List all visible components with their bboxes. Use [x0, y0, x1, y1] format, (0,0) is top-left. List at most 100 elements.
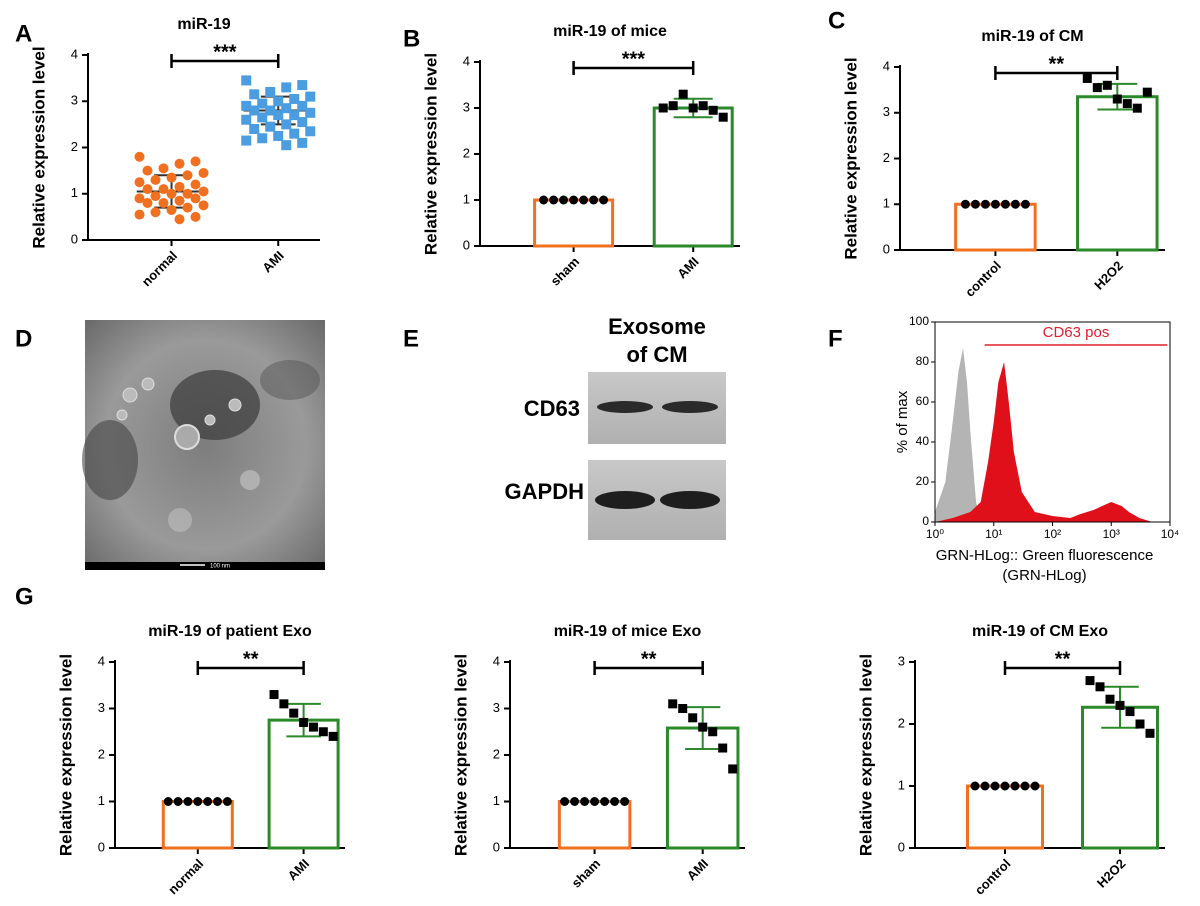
data-point [241, 114, 252, 125]
data-point [698, 101, 708, 111]
y-tick-label: 3 [98, 700, 105, 715]
x-tick-label: control [962, 258, 1004, 300]
data-point [960, 199, 970, 209]
data-point [297, 137, 308, 148]
data-point [1132, 103, 1142, 113]
data-point [1145, 728, 1155, 738]
data-point [328, 731, 338, 741]
data-point [190, 156, 201, 167]
x-tick-label: 10⁰ [926, 527, 944, 541]
chart-title: miR-19 of CM [981, 28, 1083, 45]
y-tick-label: 1 [493, 793, 500, 808]
data-point [1085, 676, 1095, 686]
x-tick-label: AMI [674, 254, 701, 281]
y-tick-label: 40 [916, 434, 930, 448]
western-blot: Exosome of CM CD63 GAPDH [505, 314, 726, 540]
panel-letter: B [403, 25, 420, 52]
data-point [305, 91, 316, 102]
blot-row-label: GAPDH [505, 479, 584, 504]
data-point [990, 199, 1000, 209]
data-point [190, 211, 201, 222]
y-tick-label: 60 [916, 394, 930, 408]
data-point [193, 797, 203, 806]
data-point [134, 177, 145, 188]
data-point [610, 797, 620, 806]
data-point [560, 797, 570, 806]
significance-label: ** [641, 648, 657, 670]
data-point [158, 163, 169, 174]
data-point [539, 195, 549, 205]
x-tick-label: AMI [285, 856, 312, 883]
x-tick-label: normal [165, 856, 206, 897]
data-point [241, 135, 252, 146]
y-tick-label: 0 [493, 839, 500, 854]
y-tick-label: 3 [898, 653, 905, 668]
data-point [269, 690, 279, 700]
data-point [708, 105, 718, 115]
y-axis-label: Relative expression level [451, 654, 470, 856]
chart-title: miR-19 [177, 16, 230, 33]
data-point [182, 170, 193, 181]
data-point [1082, 73, 1092, 83]
chart-title: miR-19 of CM Exo [972, 623, 1108, 640]
panel-letter: C [828, 7, 845, 34]
data-point [257, 98, 268, 109]
data-point [174, 158, 185, 169]
data-point [678, 89, 688, 99]
data-point [569, 195, 579, 205]
data-point [1135, 719, 1145, 729]
data-point [198, 200, 209, 211]
data-point [289, 110, 300, 121]
data-point [134, 151, 145, 162]
x-tick-label: H2O2 [1094, 856, 1129, 891]
y-tick-label: 1 [898, 777, 905, 792]
y-tick-label: 4 [493, 653, 500, 668]
y-tick-label: 0 [71, 231, 78, 246]
data-point [1092, 83, 1102, 93]
data-point [281, 140, 292, 151]
data-point [166, 204, 177, 215]
y-tick-label: 2 [71, 139, 78, 154]
y-tick-label: 3 [493, 700, 500, 715]
y-tick-label: 1 [98, 793, 105, 808]
data-point [980, 781, 990, 791]
x-tick-label: H2O2 [1091, 258, 1126, 293]
histogram-area [935, 362, 1153, 522]
y-tick-label: 4 [71, 46, 78, 61]
data-point [213, 797, 223, 806]
data-point [990, 781, 1000, 791]
data-point [1030, 781, 1040, 791]
data-point [142, 198, 153, 208]
y-tick-label: 1 [463, 191, 470, 206]
data-point [590, 797, 600, 806]
data-point [134, 209, 145, 220]
data-point [698, 722, 708, 732]
data-point [305, 126, 316, 137]
significance-bracket [593, 661, 704, 675]
data-point [1020, 199, 1030, 209]
y-tick-label: 2 [493, 746, 500, 761]
blot-row-label: CD63 [524, 396, 580, 421]
data-point [281, 103, 292, 114]
data-point [1020, 781, 1030, 791]
y-tick-label: 4 [883, 58, 890, 73]
x-tick-label: 10³ [1103, 527, 1120, 541]
data-point [163, 797, 173, 806]
x-axis-label: GRN-HLog:: Green fluorescence [936, 547, 1154, 564]
data-point [579, 195, 589, 205]
data-point [297, 80, 308, 91]
data-point [174, 195, 185, 206]
y-axis-label: Relative expression level [56, 654, 75, 856]
data-point [570, 797, 580, 806]
data-point [249, 124, 260, 134]
data-point [265, 121, 276, 132]
data-point [980, 199, 990, 209]
y-axis-label: % of max [894, 390, 911, 453]
data-point [297, 100, 308, 111]
y-tick-label: 20 [916, 474, 930, 488]
data-point [600, 797, 610, 806]
panel-letter: D [15, 325, 32, 352]
panel-letter: F [828, 325, 843, 352]
data-point [1122, 99, 1132, 109]
